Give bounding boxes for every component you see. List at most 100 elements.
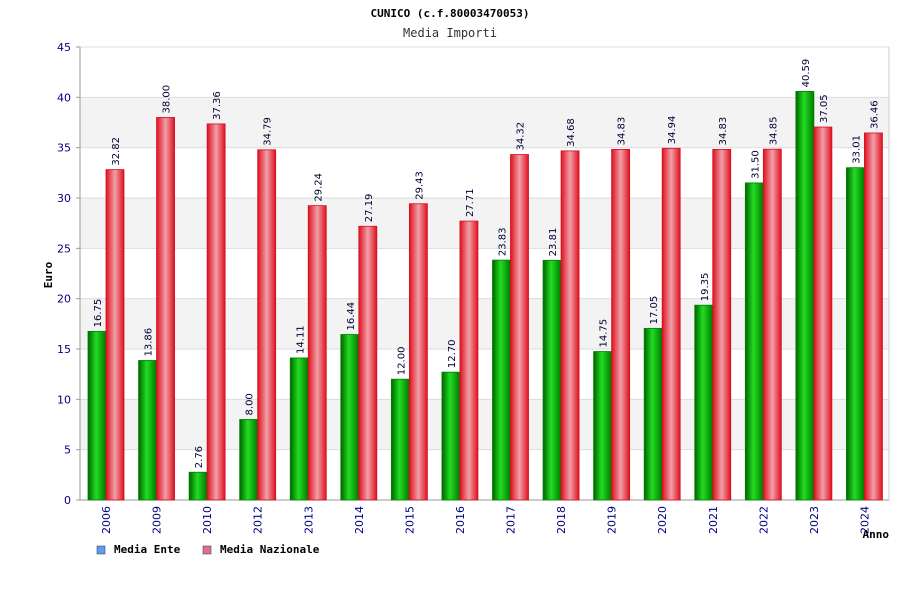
- bar-media-nazionale: [105, 169, 125, 501]
- y-tick-label: 20: [57, 293, 71, 306]
- x-tick-label: 2020: [656, 506, 669, 534]
- x-tick-label: 2017: [505, 506, 518, 534]
- value-label: 14.11: [295, 325, 306, 354]
- x-tick-label: 2016: [454, 506, 467, 534]
- value-label: 32.82: [111, 137, 122, 166]
- x-tick-label: 2013: [302, 506, 315, 534]
- x-tick-label: 2010: [201, 506, 214, 534]
- bar-media-nazionale: [813, 126, 833, 501]
- value-label: 33.01: [851, 135, 862, 164]
- value-label: 27.19: [364, 194, 375, 223]
- value-label: 29.43: [414, 171, 425, 200]
- bar-media-nazionale: [307, 205, 327, 501]
- x-tick-label: 2018: [555, 506, 568, 534]
- x-tick-label: 2012: [252, 506, 265, 534]
- y-tick-label: 40: [57, 91, 71, 104]
- plot-band: [80, 47, 889, 98]
- y-ticks: 0 5 10 15 20 25 30 35 40 45: [57, 41, 80, 507]
- bar-media-nazionale: [206, 123, 226, 501]
- value-label: 27.71: [465, 188, 476, 217]
- bar-media-nazionale: [560, 150, 580, 501]
- bars: [87, 90, 883, 501]
- bar-media-nazionale: [661, 147, 681, 501]
- bar-media-ente: [239, 419, 259, 501]
- value-label: 36.46: [869, 100, 880, 129]
- value-label: 17.05: [649, 296, 660, 325]
- value-labels: 16.75 32.82 13.86 38.00 2.76 37.36 8.00 34.79 14…: [93, 59, 880, 468]
- bar-media-ente: [289, 357, 309, 501]
- x-axis-label: Anno: [863, 528, 890, 541]
- legend-label-ente: Media Ente: [114, 543, 181, 556]
- y-tick-label: 35: [57, 142, 71, 155]
- y-tick-label: 5: [64, 444, 71, 457]
- bar-media-ente: [593, 351, 613, 501]
- legend-swatch-nazionale: [202, 545, 212, 555]
- value-label: 2.76: [194, 446, 205, 468]
- x-tick-label: 2006: [100, 506, 113, 534]
- bar-media-nazionale: [156, 117, 175, 501]
- value-label: 19.35: [700, 273, 711, 302]
- value-label: 16.75: [93, 299, 104, 328]
- legend-label-nazionale: Media Nazionale: [220, 543, 320, 556]
- bar-media-ente: [390, 378, 410, 501]
- value-label: 34.85: [768, 117, 779, 146]
- x-tick-label: 2022: [757, 506, 770, 534]
- value-label: 37.36: [212, 91, 223, 120]
- y-tick-label: 10: [57, 393, 71, 406]
- x-tick-label: 2023: [808, 506, 821, 534]
- bar-media-nazionale: [762, 148, 782, 501]
- value-label: 34.79: [263, 117, 274, 146]
- x-tick-label: 2009: [151, 506, 164, 534]
- value-label: 34.32: [516, 122, 527, 151]
- bar-media-ente: [542, 259, 562, 501]
- bar-media-ente: [138, 360, 157, 501]
- value-label: 31.50: [750, 150, 761, 179]
- value-label: 13.86: [144, 328, 155, 357]
- bar-media-ente: [188, 471, 208, 501]
- value-label: 37.05: [819, 94, 830, 123]
- legend-swatch-ente: [96, 545, 106, 555]
- bar-media-nazionale: [459, 220, 479, 501]
- y-tick-label: 45: [57, 41, 71, 54]
- value-label: 12.70: [447, 340, 458, 369]
- value-label: 23.83: [498, 227, 509, 256]
- value-label: 34.83: [718, 117, 729, 146]
- bar-media-nazionale: [611, 148, 631, 501]
- x-tick-label: 2014: [353, 506, 366, 534]
- bar-media-ente: [795, 90, 815, 501]
- value-label: 16.44: [346, 302, 357, 331]
- value-label: 8.00: [245, 393, 256, 415]
- bar-media-ente: [744, 182, 764, 501]
- chart-subtitle: Media Importi: [403, 26, 497, 40]
- x-tick-label: 2024: [858, 506, 871, 534]
- value-label: 23.81: [548, 228, 559, 257]
- x-tick-label: 2021: [707, 506, 720, 534]
- value-label: 29.24: [313, 173, 324, 202]
- value-label: 14.75: [599, 319, 610, 348]
- bar-media-ente: [441, 371, 461, 501]
- bar-media-ente: [694, 304, 714, 501]
- bar-media-nazionale: [358, 225, 378, 501]
- y-tick-label: 15: [57, 343, 71, 356]
- x-ticks: 2006 2009 2010 2012 2013 2014 2015 2016 2017 2018…: [100, 506, 871, 534]
- bar-media-nazionale: [510, 154, 529, 501]
- bar-media-ente: [87, 330, 107, 501]
- value-label: 12.00: [396, 347, 407, 376]
- value-label: 34.94: [667, 116, 678, 145]
- bar-media-nazionale: [257, 149, 277, 501]
- value-label: 40.59: [801, 59, 812, 88]
- y-tick-label: 0: [64, 494, 71, 507]
- bar-media-nazionale: [864, 132, 883, 501]
- bar-media-ente: [643, 327, 663, 501]
- value-label: 34.68: [566, 118, 577, 147]
- bar-media-nazionale: [408, 203, 428, 501]
- bar-media-ente: [492, 259, 511, 501]
- bar-media-ente: [340, 334, 360, 501]
- bar-media-ente: [846, 167, 865, 501]
- y-tick-label: 25: [57, 242, 71, 255]
- y-axis-label: Euro: [42, 261, 55, 288]
- x-tick-label: 2015: [403, 506, 416, 534]
- legend: Media Ente Media Nazionale: [96, 543, 320, 556]
- value-label: 34.83: [617, 117, 628, 146]
